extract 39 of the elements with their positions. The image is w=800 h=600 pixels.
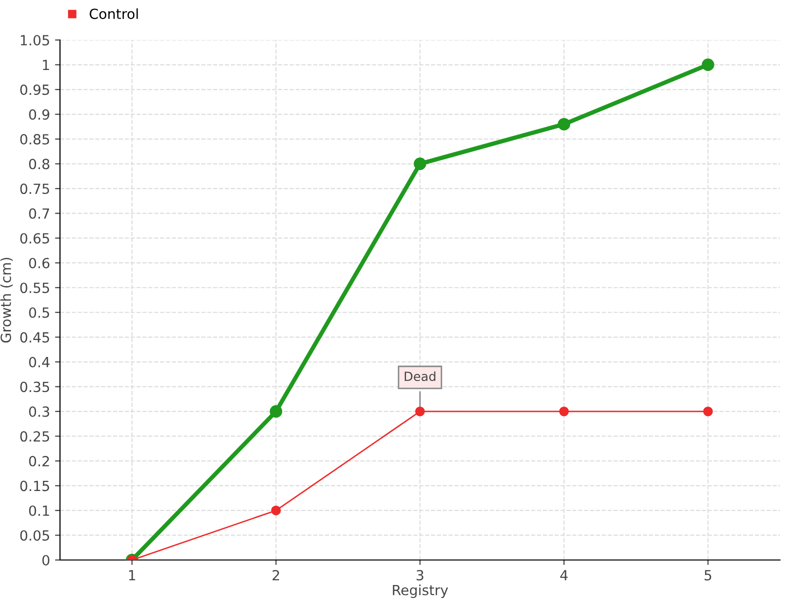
- x-tick-label: 3: [416, 570, 424, 580]
- y-tick-label: 0.3: [29, 406, 50, 417]
- y-tick-label: 1.05: [20, 34, 50, 46]
- y-tick-label: 0.45: [20, 332, 50, 343]
- y-tick-label: 0.85: [20, 134, 50, 145]
- y-tick-label: 0.2: [29, 456, 49, 466]
- x-tick-label: 2: [272, 570, 280, 580]
- x-tick-label: 4: [560, 570, 568, 580]
- x-tick-label: 1: [129, 570, 136, 580]
- y-tick-label: 0.75: [20, 184, 50, 194]
- point: [415, 406, 425, 416]
- y-tick-label: 0.6: [29, 258, 50, 268]
- y-tick-label: 1: [42, 60, 49, 70]
- point: [703, 406, 713, 416]
- x-tick-label: 5: [704, 570, 712, 580]
- y-tick-label: 0.05: [20, 530, 50, 541]
- y-tick-label: 0.7: [29, 208, 50, 219]
- y-tick-label: 0.15: [20, 480, 50, 492]
- point: [414, 158, 426, 170]
- y-tick-label: 0.1: [29, 505, 49, 516]
- y-tick-label: 0.4: [29, 356, 50, 368]
- y-tick-label: 0.5: [29, 307, 50, 318]
- y-tick-label: 0.35: [20, 382, 50, 392]
- point: [702, 58, 714, 72]
- legend-label: Control: [90, 8, 138, 20]
- y-tick-label: 0.9: [29, 109, 50, 120]
- point: [271, 506, 281, 516]
- y-tick-label: 0: [42, 554, 50, 566]
- y-axis-title: Growth (cm): [0, 258, 13, 343]
- y-tick-label: 0.25: [20, 431, 50, 442]
- y-tick-label: 0.65: [20, 233, 50, 244]
- point: [558, 118, 570, 130]
- point: [559, 406, 569, 416]
- x-axis-title: Registry: [392, 584, 448, 598]
- annotation: Dead: [404, 371, 436, 382]
- y-tick-label: 0.95: [20, 84, 50, 95]
- point: [270, 405, 282, 418]
- y-tick-label: 0.8: [29, 158, 50, 170]
- y-tick-label: 0.55: [20, 282, 50, 294]
